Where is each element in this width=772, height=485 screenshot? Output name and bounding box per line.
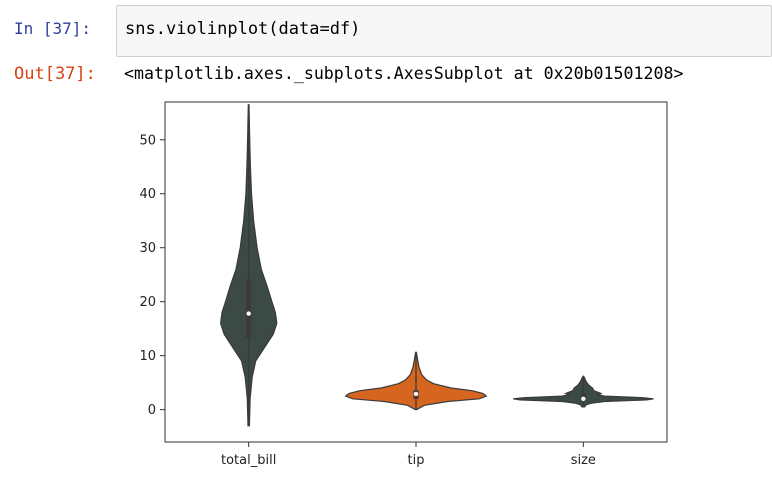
x-tick-label: size: [571, 453, 596, 468]
y-tick-label: 30: [139, 241, 156, 256]
x-tick-label: tip: [408, 453, 425, 468]
code-cell[interactable]: sns.violinplot(data=df): [116, 5, 772, 57]
violin-iqr-box: [246, 279, 252, 338]
output-text: <matplotlib.axes._subplots.AxesSubplot a…: [124, 64, 684, 83]
y-tick-label: 50: [139, 133, 156, 148]
code-text[interactable]: sns.violinplot(data=df): [125, 19, 361, 39]
violin-median: [413, 391, 419, 397]
violin-plot: 0 10 20 30 40 50 total_bill tip size: [139, 101, 668, 468]
violin-iqr-box: [580, 393, 586, 399]
violin-median: [581, 396, 586, 402]
y-tick-label: 10: [139, 349, 156, 364]
violin-median: [246, 311, 251, 316]
input-prompt: In [37]:: [14, 19, 92, 38]
y-tick-label: 20: [139, 295, 156, 310]
output-prompt: Out[37]:: [14, 64, 96, 84]
y-tick-label: 40: [139, 187, 156, 202]
y-tick-label: 0: [148, 403, 156, 418]
x-tick-label: total_bill: [221, 453, 276, 468]
